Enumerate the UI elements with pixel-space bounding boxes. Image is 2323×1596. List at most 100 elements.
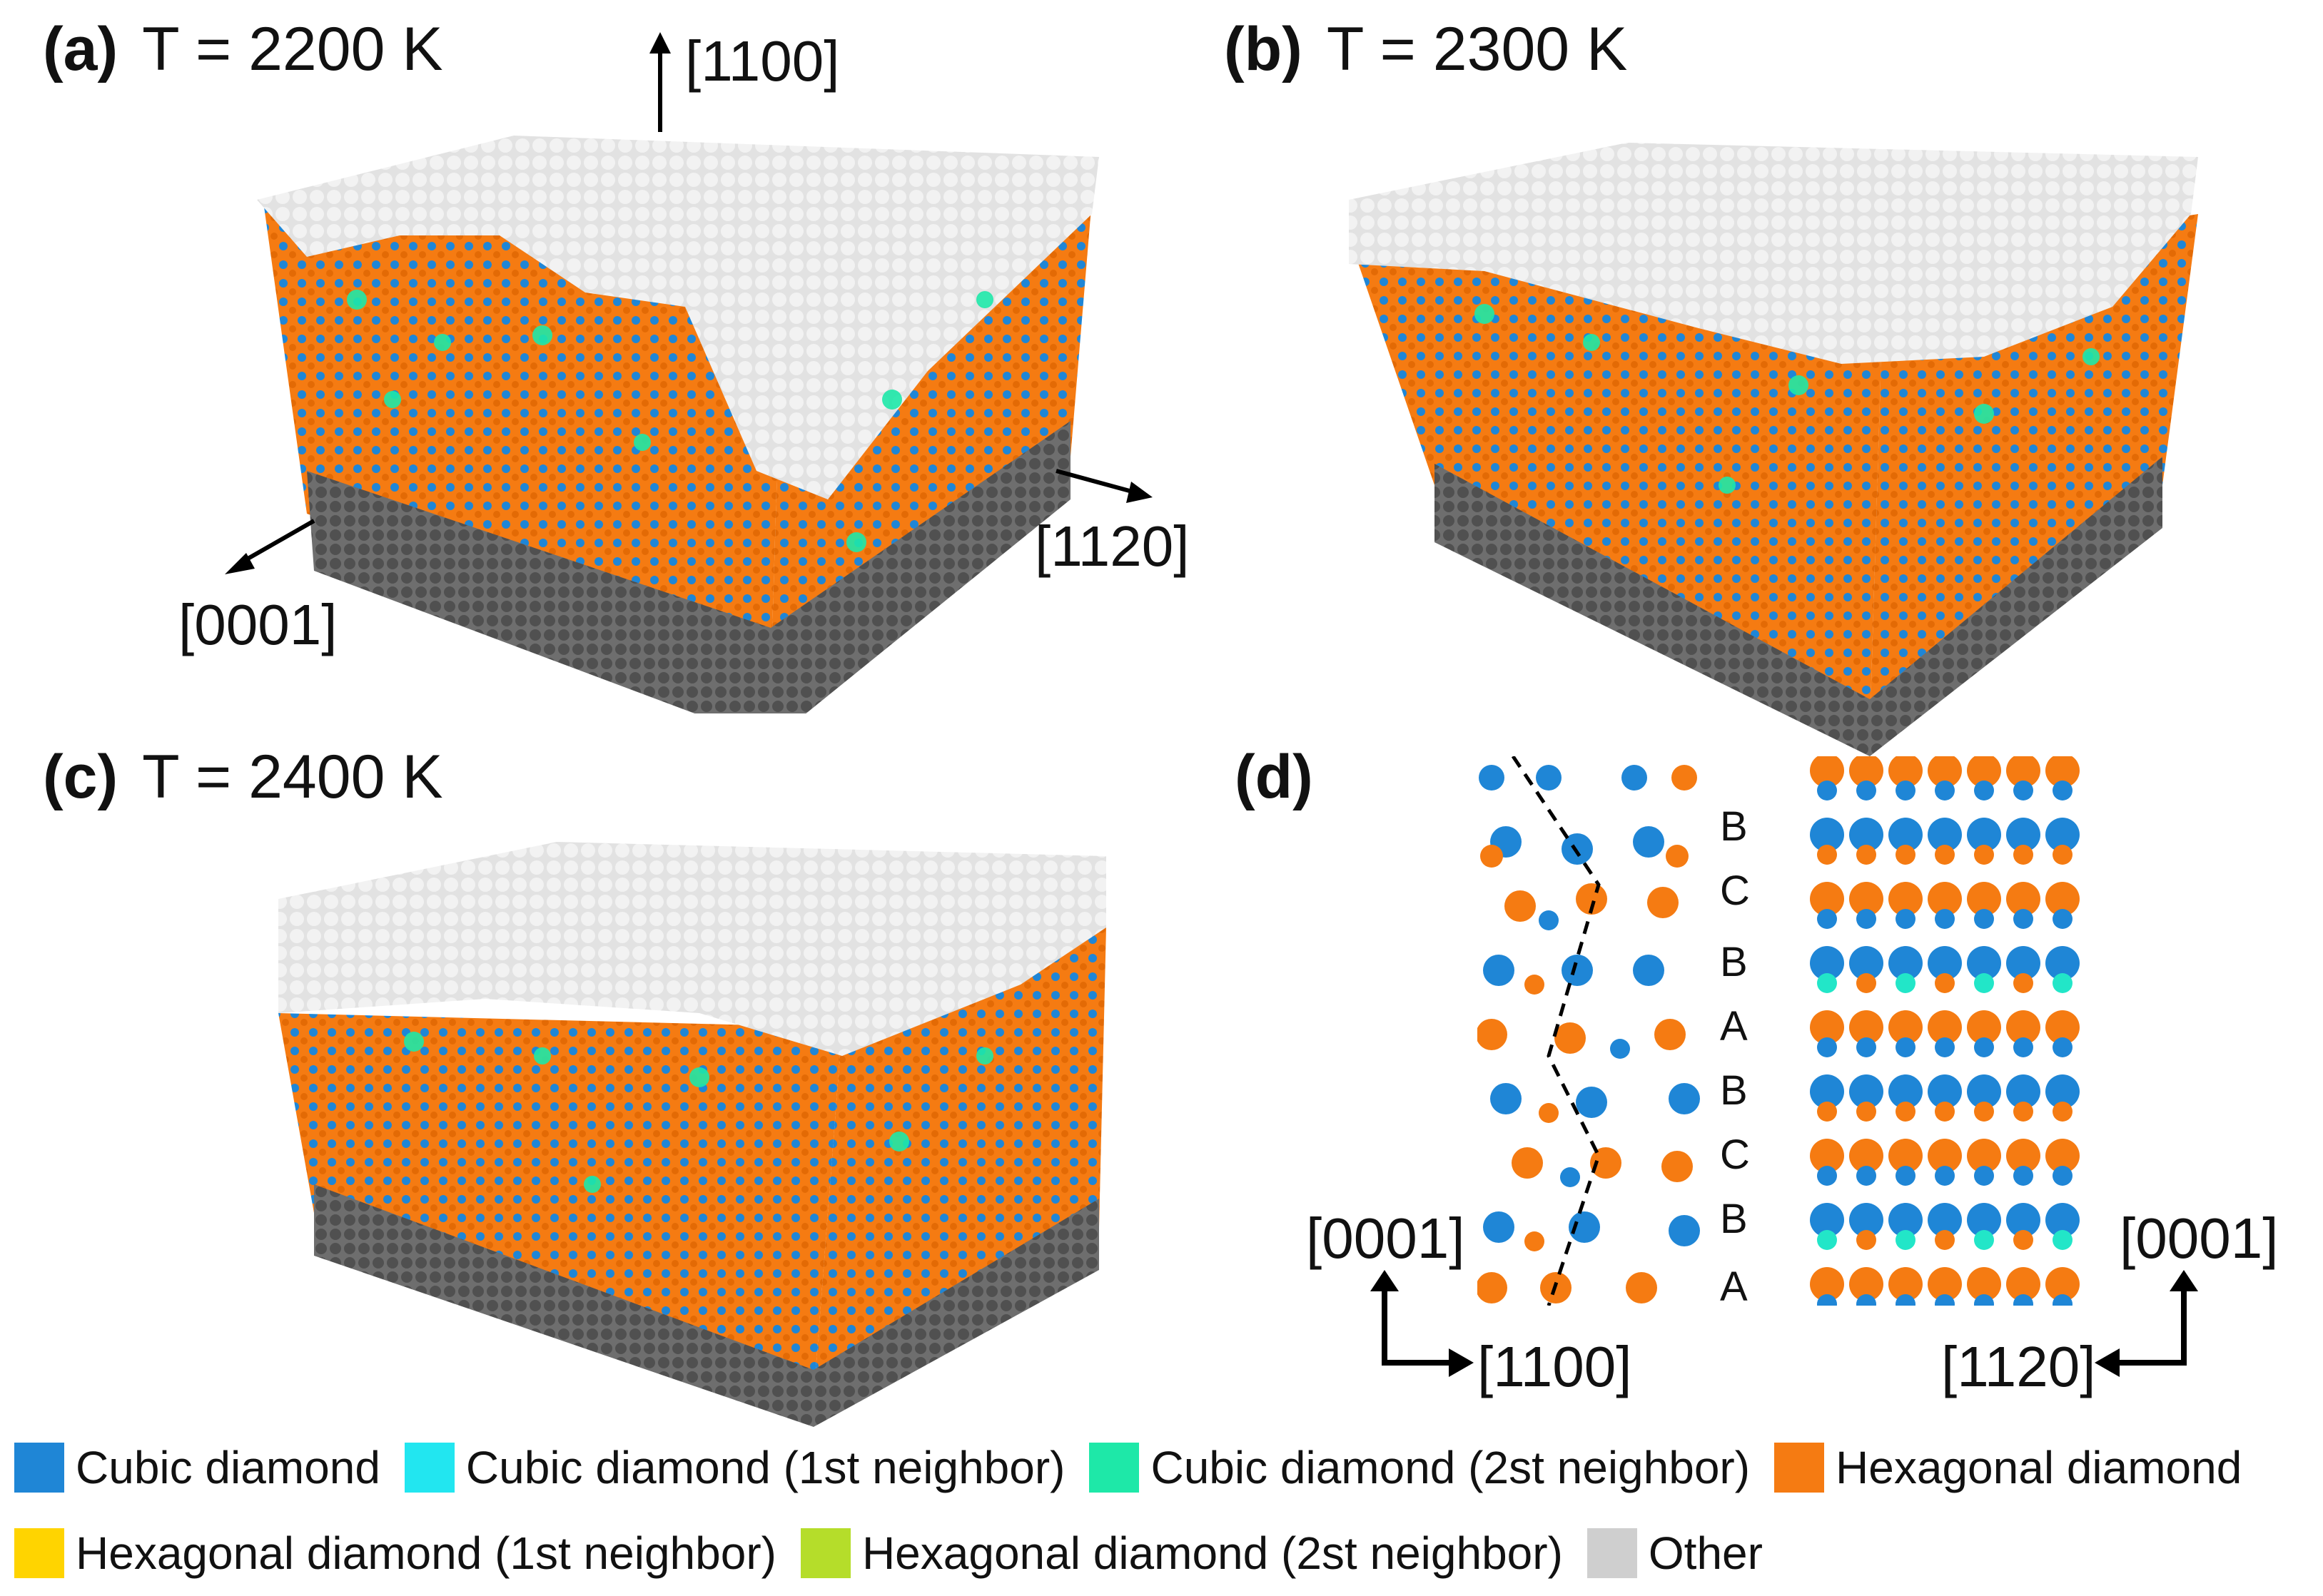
- panel-d-tag: (d): [1235, 743, 1313, 811]
- panel-b-temp: T = 2300 K: [1326, 15, 1628, 83]
- lattice-atom: [1817, 1230, 1837, 1250]
- lattice-atom: [1928, 1203, 1962, 1237]
- lattice-atom: [1928, 1267, 1962, 1301]
- lattice-atom: [1888, 1139, 1923, 1173]
- legend-item-hex-1st: Hexagonal diamond (1st neighbor): [14, 1527, 776, 1580]
- legend-label: Hexagonal diamond: [1836, 1442, 2242, 1493]
- lattice-atom: [1856, 1166, 1876, 1186]
- legend-label: Cubic diamond (2st neighbor): [1150, 1442, 1751, 1493]
- panel-d-left-up: [0001]: [1306, 1206, 1465, 1270]
- lattice-atom: [1967, 818, 2001, 852]
- legend-swatch: [14, 1443, 64, 1493]
- lattice-atom: [1810, 882, 1844, 916]
- lattice-atom: [1928, 1010, 1962, 1044]
- lattice-atom: [1888, 756, 1923, 788]
- legend-label: Other: [1648, 1528, 1763, 1579]
- lattice-atom: [1974, 1166, 1994, 1186]
- lattice-atom: [2006, 1074, 2040, 1109]
- lattice-atom: [1849, 1267, 1883, 1301]
- lattice-atom: [1896, 781, 1915, 800]
- legend-label: Hexagonal diamond (1st neighbor): [76, 1528, 776, 1579]
- stack-7: B: [1720, 1196, 1748, 1242]
- lattice-atom: [1896, 1294, 1915, 1306]
- lattice-atom: [2013, 1294, 2033, 1306]
- lattice-atom: [1896, 1102, 1915, 1122]
- lattice-atom: [1928, 946, 1962, 980]
- lattice-atom: [1967, 882, 2001, 916]
- legend-row-1: Cubic diamond Cubic diamond (1st neighbo…: [14, 1441, 2266, 1494]
- lattice-atom: [1856, 973, 1876, 993]
- lattice-atom: [2013, 1037, 2033, 1057]
- lattice-atom: [2045, 756, 2080, 788]
- lattice-atom: [1810, 1010, 1844, 1044]
- panel-a-temp: T = 2200 K: [142, 15, 443, 83]
- lattice-atom: [1888, 1010, 1923, 1044]
- lattice-atom: [2006, 818, 2040, 852]
- lattice-atom: [2006, 1139, 2040, 1173]
- panel-d-left-right: [1100]: [1477, 1335, 1632, 1398]
- lattice-atom: [2053, 845, 2073, 865]
- panel-c-atom-block: [278, 842, 1106, 1427]
- lattice-atom: [1817, 781, 1837, 800]
- stack-2: C: [1720, 868, 1750, 914]
- panel-d-right-left: [1120]: [1941, 1335, 2096, 1398]
- lattice-atom: [1849, 1010, 1883, 1044]
- lattice-atom: [1810, 818, 1844, 852]
- lattice-atom: [1935, 781, 1955, 800]
- lattice-atom: [2013, 1166, 2033, 1186]
- lattice-atom: [1967, 1010, 2001, 1044]
- lattice-atom: [1935, 1294, 1955, 1306]
- lattice-atom: [1974, 909, 1994, 929]
- lattice-atom: [1896, 909, 1915, 929]
- lattice-atom: [1817, 1294, 1837, 1306]
- lattice-atom: [2013, 1102, 2033, 1122]
- legend-swatch: [404, 1443, 455, 1493]
- lattice-atom: [1817, 1037, 1837, 1057]
- lattice-atom: [2013, 781, 2033, 800]
- panel-a-dir-up: [1100]: [685, 29, 840, 93]
- panel-a-tag: (a): [43, 15, 118, 83]
- lattice-atom: [1974, 1294, 1994, 1306]
- lattice-atom: [2053, 1230, 2073, 1250]
- lattice-atom: [2006, 946, 2040, 980]
- lattice-atom: [1974, 973, 1994, 993]
- lattice-atom: [2013, 1230, 2033, 1250]
- lattice-atom: [1849, 1139, 1883, 1173]
- lattice-atom: [1935, 1166, 1955, 1186]
- lattice-atom: [1888, 882, 1923, 916]
- lattice-atom: [1856, 909, 1876, 929]
- lattice-atom: [1817, 845, 1837, 865]
- legend-label: Cubic diamond (1st neighbor): [465, 1442, 1066, 1493]
- lattice-atom: [1849, 1074, 1883, 1109]
- lattice-atom: [1928, 818, 1962, 852]
- lattice-atom: [2006, 1010, 2040, 1044]
- lattice-atom: [2045, 1010, 2080, 1044]
- lattice-atom: [2013, 845, 2033, 865]
- lattice-atom: [1967, 1267, 2001, 1301]
- lattice-atom: [1935, 1102, 1955, 1122]
- legend-item-cubic-2nd: Cubic diamond (2st neighbor): [1089, 1441, 1750, 1494]
- lattice-atom: [1935, 1037, 1955, 1057]
- panel-a-label: (a) T = 2200 K: [43, 14, 443, 85]
- lattice-atom: [1817, 1166, 1837, 1186]
- lattice-atom: [2045, 1267, 2080, 1301]
- lattice-atom: [1810, 1203, 1844, 1237]
- legend-item-cubic: Cubic diamond: [14, 1441, 380, 1494]
- lattice-atom: [1810, 946, 1844, 980]
- lattice-atom: [1888, 818, 1923, 852]
- panel-a-atom-block: [257, 136, 1099, 713]
- lattice-atom: [1974, 1230, 1994, 1250]
- lattice-atom: [2053, 1294, 2073, 1306]
- lattice-atom: [2045, 1139, 2080, 1173]
- panel-b-tag: (b): [1224, 15, 1302, 83]
- lattice-atom: [1849, 756, 1883, 788]
- lattice-atom: [2045, 882, 2080, 916]
- panel-b-atom-block: [1349, 143, 2198, 756]
- legend-swatch: [1586, 1528, 1637, 1578]
- lattice-atom: [1849, 882, 1883, 916]
- lattice-atom: [2053, 1102, 2073, 1122]
- lattice-atom: [1928, 756, 1962, 788]
- lattice-atom: [2045, 1074, 2080, 1109]
- lattice-atom: [1896, 845, 1915, 865]
- lattice-atom: [1810, 756, 1844, 788]
